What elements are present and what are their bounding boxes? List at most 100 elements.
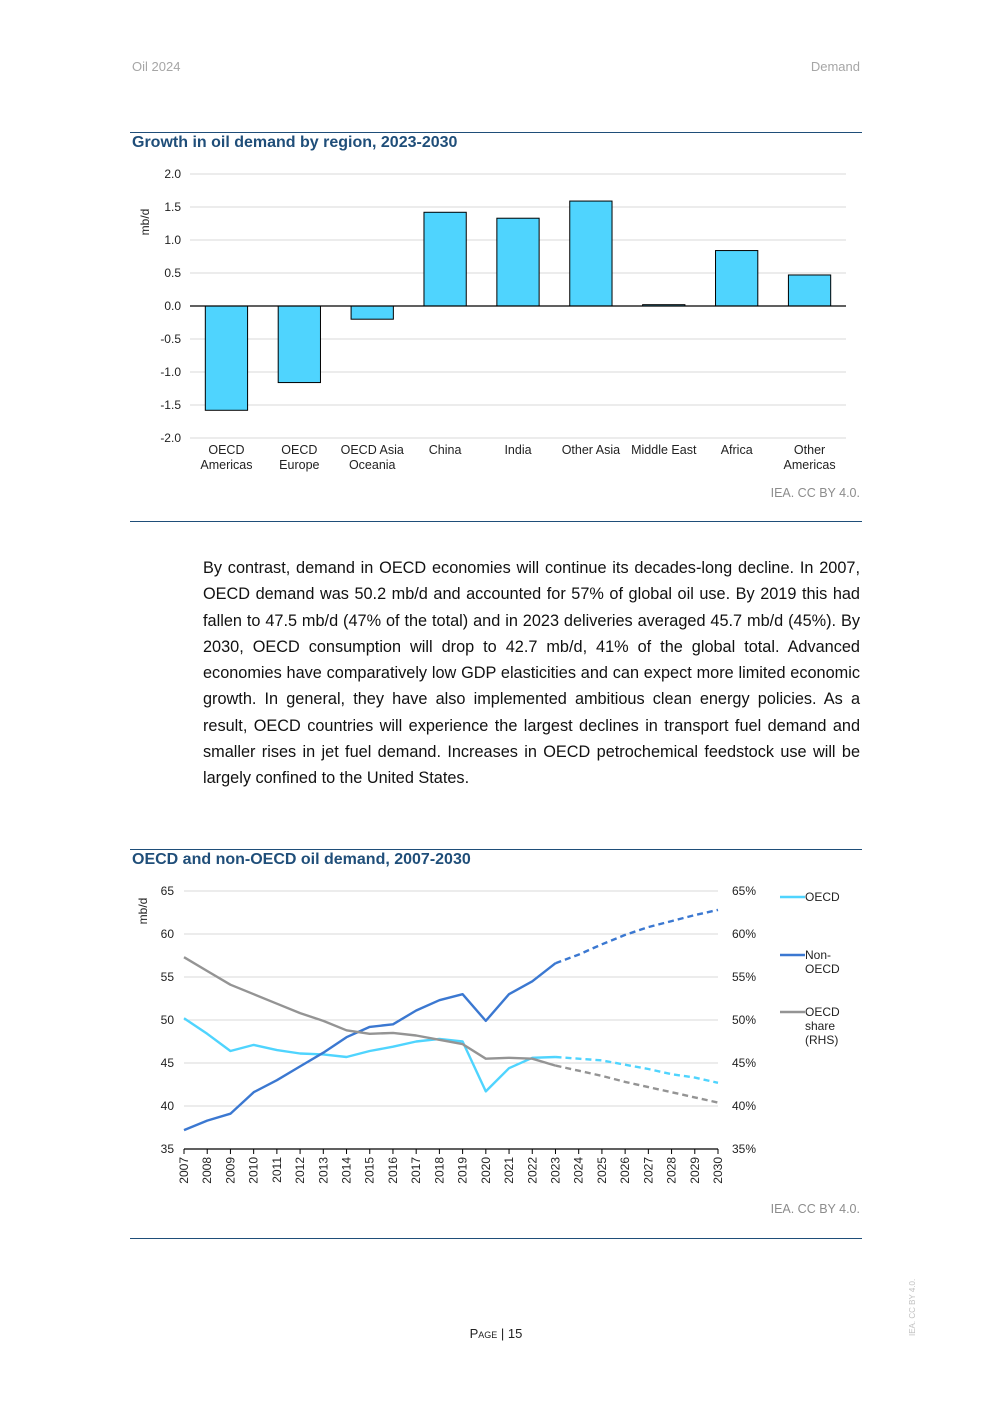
y-axis-label: mb/d	[138, 209, 152, 236]
x-tick-label: 2011	[270, 1157, 284, 1183]
bar	[569, 200, 613, 307]
header-section-name: Demand	[810, 59, 860, 74]
y-tick-label: -0.5	[160, 332, 181, 346]
series-line-forecast	[555, 908, 719, 965]
x-category-label: OECD Asia	[341, 443, 404, 457]
legend-label: OECD	[805, 890, 840, 904]
body-paragraph: By contrast, demand in OECD economies wi…	[203, 559, 860, 788]
x-category-label: India	[504, 443, 531, 457]
y2-tick-label: 35%	[732, 1142, 756, 1156]
line-chart-oecd-demand: 65 60 55 50 45 40 35 65% 60% 55% 50% 45% 40% 35% mb/d 2…	[136, 884, 840, 1184]
y-tick-label: -1.0	[160, 365, 181, 379]
legend-label: OECD	[805, 962, 840, 976]
y-tick-label: 1.0	[164, 233, 181, 247]
series-line-forecast	[555, 1064, 719, 1104]
chart2-top-rule	[130, 849, 862, 850]
y2-tick-label: 40%	[732, 1099, 756, 1113]
x-tick-label: 2007	[177, 1157, 191, 1184]
y-tick-label: 35	[161, 1142, 175, 1156]
x-tick-label: 2023	[548, 1157, 562, 1184]
legend-label: share	[805, 1019, 835, 1033]
x-tick-label: 2018	[432, 1157, 446, 1184]
y-tick-label: 55	[161, 970, 175, 984]
y2-tick-label: 50%	[732, 1013, 756, 1027]
y2-tick-label: 65%	[732, 884, 756, 898]
x-tick-label: 2009	[223, 1157, 237, 1184]
x-tick-label: 2027	[641, 1157, 655, 1184]
x-tick-label: 2008	[200, 1157, 214, 1184]
bar	[496, 217, 540, 307]
bar-chart-oil-demand-growth: 2.01.51.00.50.0-0.5-1.0-1.5-2.0mb/dOECDA…	[138, 167, 846, 472]
x-tick-label: 2030	[711, 1157, 725, 1184]
y-tick-label: 65	[161, 884, 175, 898]
y-tick-label: 40	[161, 1099, 175, 1113]
x-tick-label: 2010	[247, 1157, 261, 1184]
y-tick-label: 60	[161, 927, 175, 941]
x-tick-label: 2029	[688, 1157, 702, 1184]
bar	[350, 305, 394, 320]
x-category-label: Americas	[200, 458, 252, 472]
legend-label: (RHS)	[805, 1033, 838, 1047]
y2-tick-label: 60%	[732, 927, 756, 941]
chart2-credit: IEA. CC BY 4.0.	[770, 1202, 860, 1216]
x-tick-label: 2020	[479, 1157, 493, 1184]
y-tick-label: 0.0	[164, 299, 181, 313]
x-tick-label: 2022	[525, 1157, 539, 1184]
header-report-title: Oil 2024	[132, 59, 181, 74]
x-tick-label: 2015	[363, 1157, 377, 1184]
series-line-historical	[183, 956, 556, 1067]
y-tick-label: -1.5	[160, 398, 181, 412]
x-category-label: Middle East	[631, 443, 697, 457]
page-separator: |	[500, 1326, 505, 1341]
side-credit: IEA. CC BY 4.0.	[908, 1278, 917, 1336]
x-tick-label: 2028	[665, 1157, 679, 1184]
bar	[204, 305, 249, 411]
y-tick-label: -2.0	[160, 431, 181, 445]
x-tick-label: 2024	[572, 1157, 586, 1184]
x-tick-label: 2019	[456, 1157, 470, 1184]
chart1-bottom-rule	[130, 521, 862, 522]
page-footer: Page | 15	[0, 1326, 992, 1341]
y2-tick-label: 45%	[732, 1056, 756, 1070]
chart2-title: OECD and non-OECD oil demand, 2007-2030	[132, 851, 471, 868]
bar	[423, 211, 467, 307]
chart2-bottom-rule	[130, 1238, 862, 1239]
x-tick-label: 2012	[293, 1157, 307, 1184]
y-tick-label: 1.5	[164, 200, 181, 214]
x-category-label: Africa	[721, 443, 753, 457]
legend-label: Non-	[805, 948, 831, 962]
series-line-forecast	[555, 1055, 719, 1084]
x-category-label: Other	[794, 443, 825, 457]
x-tick-label: 2013	[316, 1157, 330, 1184]
y-tick-label: 45	[161, 1056, 175, 1070]
y-axis-label: mb/d	[136, 898, 150, 925]
y-tick-label: 2.0	[164, 167, 181, 181]
y2-tick-label: 55%	[732, 970, 756, 984]
page-word: Page	[469, 1326, 498, 1341]
series-line-historical	[183, 1017, 556, 1093]
bar	[277, 305, 321, 384]
x-tick-label: 2021	[502, 1157, 516, 1184]
page-number: 15	[507, 1326, 523, 1341]
x-tick-label: 2017	[409, 1157, 423, 1184]
x-category-label: Americas	[784, 458, 836, 472]
x-tick-label: 2026	[618, 1157, 632, 1184]
x-category-label: Oceania	[349, 458, 396, 472]
x-category-label: Europe	[279, 458, 319, 472]
x-category-label: China	[429, 443, 462, 457]
chart1-title: Growth in oil demand by region, 2023-203…	[132, 134, 458, 151]
x-category-label: Other Asia	[562, 443, 620, 457]
y-tick-label: 0.5	[164, 266, 181, 280]
chart1-credit: IEA. CC BY 4.0.	[770, 486, 860, 500]
x-tick-label: 2025	[595, 1157, 609, 1184]
chart1-top-rule	[130, 132, 862, 133]
y-tick-label: 50	[161, 1013, 175, 1027]
legend-label: OECD	[805, 1005, 840, 1019]
bar	[715, 250, 759, 307]
series-line-historical	[183, 962, 557, 1132]
x-category-label: OECD	[208, 443, 244, 457]
x-category-label: OECD	[281, 443, 317, 457]
x-tick-label: 2014	[340, 1157, 354, 1184]
bar	[787, 274, 832, 307]
x-tick-label: 2016	[386, 1157, 400, 1184]
